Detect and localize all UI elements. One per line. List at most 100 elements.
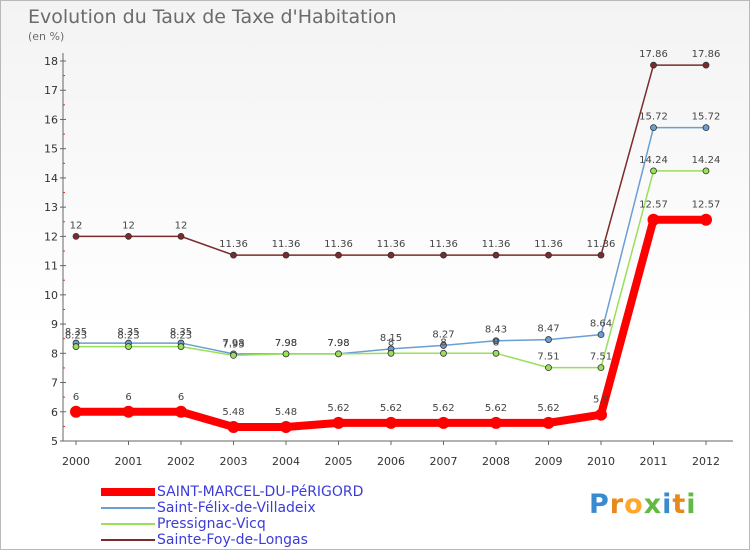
chart-title: Evolution du Taux de Taxe d'Habitation: [28, 6, 397, 28]
x-tick-label: 2000: [62, 455, 90, 468]
data-point: [125, 232, 132, 240]
y-tick-label: 11: [44, 260, 58, 273]
data-label: 14.24: [692, 155, 721, 166]
data-point: [227, 420, 240, 433]
x-tick-label: 2011: [640, 455, 668, 468]
y-tick-label: 12: [44, 230, 58, 243]
legend-label: Saint-Félix-de-Villadeix: [157, 500, 316, 516]
data-label: 11.36: [534, 239, 563, 250]
data-label: 8: [440, 337, 446, 348]
data-point: [72, 232, 80, 240]
data-point: [702, 167, 710, 175]
x-tick-label: 2001: [115, 455, 143, 468]
data-label: 11.36: [429, 239, 458, 250]
legend-swatch: [101, 488, 155, 496]
data-label: 17.86: [639, 49, 668, 60]
data-point: [542, 416, 555, 429]
data-label: 5.48: [275, 407, 297, 418]
legend-swatch: [101, 539, 155, 541]
line-chart: 5 6 7 8 9 10 11 12 13 14 15 16 17 18 2000 2001 2002 2003 2…: [44, 49, 733, 468]
data-label: 11.36: [377, 239, 406, 250]
data-label: 8.23: [170, 331, 192, 342]
data-label: 8.64: [590, 319, 612, 330]
data-label: 12: [175, 220, 188, 231]
logo-letter: P: [589, 489, 610, 520]
y-tick-label: 7: [51, 377, 58, 390]
data-point: [70, 405, 82, 418]
data-point: [545, 364, 552, 372]
data-point: [385, 416, 397, 429]
y-tick-label: 5: [51, 435, 58, 448]
data-point: [650, 61, 657, 69]
y-tick-label: 6: [51, 406, 58, 419]
data-label: 5.62: [537, 403, 559, 414]
data-label: 12: [122, 220, 135, 231]
logo-letter: t: [672, 489, 687, 520]
data-point: [230, 251, 237, 259]
x-tick-label: 2012: [692, 455, 720, 468]
logo-letter: r: [609, 489, 625, 520]
data-point: [177, 343, 185, 350]
data-label: 6: [73, 392, 79, 403]
legend-swatch: [101, 523, 155, 525]
data-point: [335, 251, 342, 259]
data-point: [175, 405, 187, 418]
data-label: 8.35: [170, 327, 192, 338]
data-label: 7.51: [537, 352, 559, 363]
data-point: [700, 213, 712, 226]
data-label: 5.9: [593, 395, 609, 406]
data-point: [280, 420, 292, 433]
data-point: [387, 251, 395, 259]
data-point: [650, 124, 657, 132]
x-tick-label: 2010: [587, 455, 615, 468]
x-tick-label: 2008: [482, 455, 510, 468]
legend-label: SAINT-MARCEL-DU-PéRIGORD: [157, 484, 364, 500]
data-point: [72, 343, 80, 350]
data-point: [597, 364, 605, 372]
x-tick-label: 2002: [167, 455, 195, 468]
data-label: 11.36: [272, 239, 301, 250]
logo-letter: x: [643, 489, 663, 520]
data-point: [177, 232, 185, 240]
data-label: 8: [388, 337, 394, 348]
data-point: [440, 251, 447, 259]
data-point: [597, 251, 605, 259]
data-point: [650, 167, 657, 175]
data-label: 8.47: [537, 324, 559, 335]
data-point: [595, 408, 607, 421]
legend-label: Sainte-Foy-de-Longas: [157, 532, 308, 548]
data-label: 7.98: [275, 338, 297, 349]
data-point: [282, 350, 290, 358]
data-label: 5.48: [222, 407, 244, 418]
legend-swatch: [101, 507, 155, 509]
data-label: 7.98: [327, 338, 349, 349]
y-tick-label: 13: [44, 201, 58, 214]
y-tick-label: 14: [44, 172, 58, 185]
data-point: [492, 251, 500, 259]
data-label: 15.72: [639, 112, 668, 123]
y-tick-label: 17: [44, 84, 58, 97]
data-label: 5.62: [380, 403, 402, 414]
x-tick-label: 2003: [220, 455, 248, 468]
data-label: 8.23: [117, 331, 139, 342]
data-label: 7.51: [590, 352, 612, 363]
data-label: 12.57: [692, 200, 721, 211]
x-tick-label: 2004: [272, 455, 300, 468]
data-label: 5.62: [432, 403, 454, 414]
y-tick-label: 18: [44, 55, 58, 68]
data-point: [702, 61, 710, 69]
data-point: [125, 343, 132, 350]
data-label: 5.62: [485, 403, 507, 414]
data-point: [387, 349, 395, 357]
data-point: [597, 331, 605, 339]
data-point: [647, 213, 660, 226]
data-label: 8.43: [485, 325, 507, 336]
data-label: 5.62: [327, 403, 349, 414]
y-tick-label: 9: [51, 318, 58, 331]
data-point: [492, 337, 500, 345]
data-label: 8.23: [65, 331, 87, 342]
data-point: [230, 351, 237, 359]
data-label: 6: [178, 392, 184, 403]
data-label: 8.35: [65, 327, 87, 338]
